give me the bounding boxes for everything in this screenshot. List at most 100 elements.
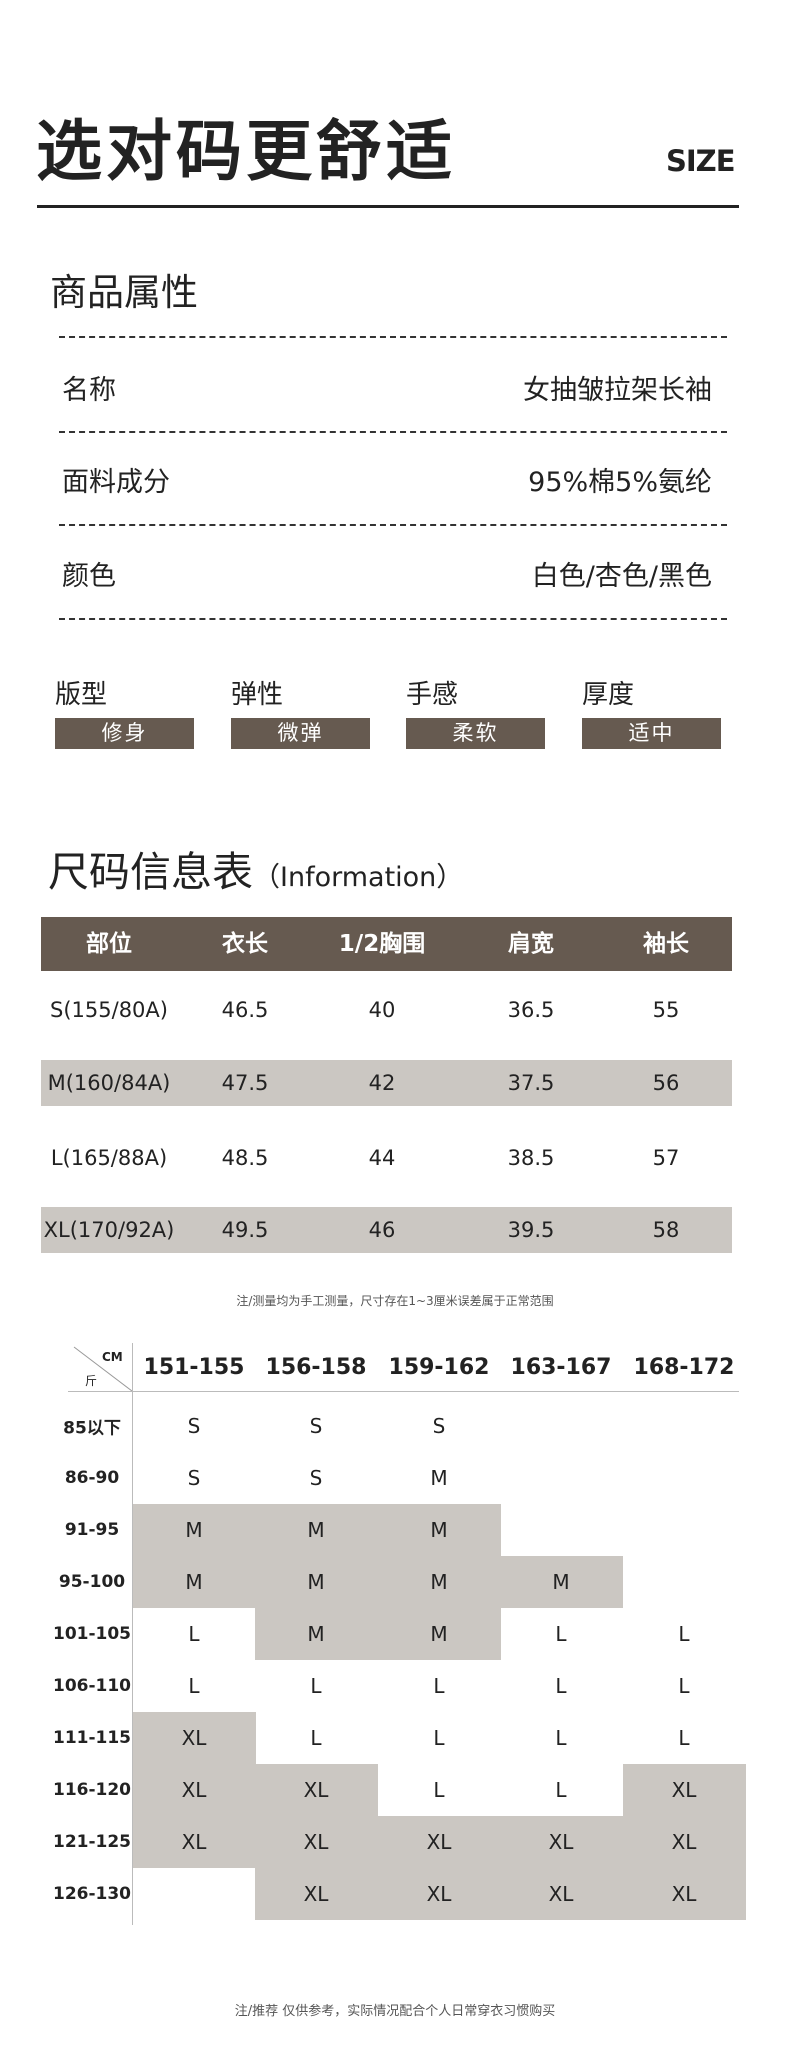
height-header: 168-172 [633,1355,735,1380]
size-cell: XL [254,1764,378,1816]
corner-cm: CM [102,1350,123,1364]
measure-cell: 57 [652,1146,680,1170]
weight-label: 126-130 [52,1884,132,1904]
size-cell: XL [622,1764,746,1816]
title-divider [37,205,739,208]
measure-cell: 49.5 [221,1218,269,1242]
size-cell: L [188,1622,200,1646]
feature-label: 版型 [55,680,108,710]
size-cell: XL [132,1712,256,1764]
height-header: 156-158 [265,1355,367,1380]
corner-diagonal [73,1346,133,1392]
size-name-cell: L(165/88A) [50,1146,168,1170]
attributes-title: 商品属性 [50,271,198,314]
size-cell: M [499,1556,623,1608]
measure-cell: 44 [368,1146,396,1170]
size-cell: L [678,1726,690,1750]
size-cell: M [254,1556,378,1608]
measure-cell: 47.5 [221,1071,269,1095]
height-header: 151-155 [143,1355,245,1380]
size-cell: L [433,1778,445,1802]
size-cell: M [132,1556,256,1608]
size-cell: S [309,1466,323,1490]
size-cell [623,1400,746,1452]
size-cell: L [678,1622,690,1646]
size-cell: XL [499,1868,623,1920]
size-cell: S [309,1414,323,1438]
size-cell: L [555,1622,567,1646]
row-band [41,1060,732,1106]
weight-label: 95-100 [58,1572,126,1592]
measure-cell: 46 [368,1218,396,1242]
feature-label: 弹性 [231,680,284,710]
size-cell: L [678,1674,690,1698]
feature-tag: 修身 [55,718,194,749]
size-cell [623,1452,746,1504]
size-cell: M [377,1556,501,1608]
size-cell: L [555,1778,567,1802]
size-cell: XL [254,1868,378,1920]
size-cell: M [377,1504,501,1556]
size-cell: L [188,1674,200,1698]
measure-cell: 40 [368,998,396,1022]
feature-label: 手感 [406,680,459,710]
attr-value-fabric: 95%棉5%氨纶 [528,467,712,498]
size-name-cell: M(160/84A) [47,1071,171,1095]
feature-tag: 柔软 [406,718,545,749]
weight-label: 116-120 [52,1780,132,1800]
size-cell: M [254,1608,378,1660]
size-cell: M [377,1608,501,1660]
weight-label: 101-105 [52,1624,132,1644]
height-header: 159-162 [388,1355,490,1380]
size-cell: XL [622,1868,746,1920]
measure-cell: 55 [652,998,680,1022]
measure-cell: 42 [368,1071,396,1095]
column-header: 肩宽 [508,931,554,957]
size-cell: XL [254,1816,378,1868]
size-table-header: 部位 衣长 1/2胸围 肩宽 袖长 [41,917,732,971]
feature-tag: 微弹 [231,718,370,749]
measure-cell: 37.5 [507,1071,555,1095]
size-name-cell: XL(170/92A) [43,1218,175,1242]
size-cell: S [432,1414,446,1438]
weight-label: 86-90 [64,1468,120,1488]
size-cell: L [310,1674,322,1698]
dashed-divider [59,336,727,338]
size-cell [500,1452,623,1504]
size-cell: L [555,1674,567,1698]
measure-cell: 56 [652,1071,680,1095]
size-cell: M [132,1504,256,1556]
dashed-divider [59,618,727,620]
size-cell: L [433,1726,445,1750]
size-cell [133,1868,256,1920]
size-cell: M [430,1466,448,1490]
size-cell: L [433,1674,445,1698]
size-cell: S [187,1414,201,1438]
measure-cell: 46.5 [221,998,269,1022]
measure-cell: 36.5 [507,998,555,1022]
measure-cell: 58 [652,1218,680,1242]
size-cell: L [310,1726,322,1750]
size-cell [500,1504,623,1556]
column-header: 1/2胸围 [338,931,426,957]
attr-label-name: 名称 [62,375,116,406]
page-title: 选对码更舒适 [36,113,456,190]
attr-label-color: 颜色 [62,561,116,592]
row-band [41,1207,732,1253]
measure-cell: 39.5 [507,1218,555,1242]
size-table-title: 尺码信息表（Information） [48,838,463,898]
attr-value-name: 女抽皱拉架长袖 [523,375,712,406]
size-cell: L [555,1726,567,1750]
column-header: 衣长 [222,931,268,957]
size-cell [623,1556,746,1608]
measure-cell: 38.5 [507,1146,555,1170]
size-cell: S [187,1466,201,1490]
weight-label: 85以下 [63,1418,121,1439]
weight-label: 91-95 [64,1520,120,1540]
weight-label: 121-125 [52,1832,132,1852]
size-cell: XL [132,1764,256,1816]
dashed-divider [59,524,727,526]
size-cell: XL [499,1816,623,1868]
size-label: SIZE [666,144,736,178]
size-cell: XL [132,1816,256,1868]
